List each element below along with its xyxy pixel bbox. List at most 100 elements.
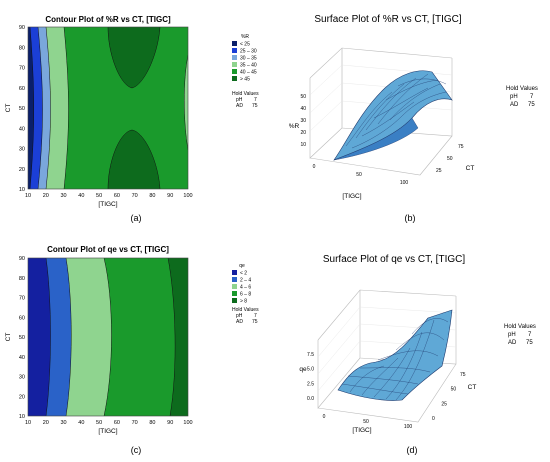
contour-a-hold-values: Hold Values pH 7 AD 75 — [232, 91, 259, 109]
x-tick-label: 20 — [43, 193, 49, 199]
contour-a-hold-title: Hold Values — [232, 91, 259, 97]
surface-b-hold-ph-name: pH — [510, 94, 518, 100]
legend-label: > 8 — [240, 299, 247, 305]
y-tick-label: 10 — [19, 414, 25, 420]
panel-a-title: Contour Plot of %R vs CT, [TIGC] — [45, 15, 171, 24]
surface-d-ylabel: CT — [468, 384, 477, 391]
x-tick-label: 50 — [96, 420, 102, 426]
contour-c-hold-ad-value: 75 — [252, 319, 258, 325]
z-tick-label: 7.5 — [307, 352, 314, 358]
legend-swatch — [232, 270, 237, 275]
contour-c-hold-values: Hold Values pH 7 AD 75 — [232, 307, 259, 325]
legend-swatch — [232, 277, 237, 282]
x-tick-label: 10 — [25, 193, 31, 199]
x-tick-label: 0 — [313, 164, 316, 170]
legend-swatch — [232, 291, 237, 296]
y-tick-label: 40 — [19, 355, 25, 361]
panel-b: Surface Plot of %R vs CT, [TIGC] — [289, 14, 538, 223]
contour-a-y-ticks: 10 20 30 40 50 60 70 80 90 — [19, 25, 25, 193]
legend-swatch — [232, 284, 237, 289]
legend-label: < 2 — [240, 271, 247, 277]
x-tick-label: 60 — [114, 193, 120, 199]
caption-d: (d) — [407, 445, 418, 455]
surface-d-hold-title: Hold Values — [504, 324, 536, 330]
contour-a-legend-title: %R — [241, 34, 249, 40]
legend-swatch — [232, 62, 237, 67]
surface-d-surface — [337, 309, 453, 401]
x-tick-label: 40 — [78, 420, 84, 426]
surface-d-zlabel: qe — [299, 366, 307, 373]
y-tick-label: 50 — [19, 106, 25, 112]
z-tick-label: 5.0 — [307, 367, 314, 373]
contour-c-ylabel: CT — [5, 333, 12, 342]
surface-b-zlabel: %R — [289, 123, 300, 130]
contour-a-hold-ph-name: pH — [236, 97, 243, 103]
z-tick-label: 10 — [300, 142, 306, 148]
contour-c-hold-title: Hold Values — [232, 307, 259, 313]
contour-a-hold-ad-value: 75 — [252, 103, 258, 109]
surface-b-xlabel: [TIGC] — [342, 193, 361, 200]
surface-d-hold-ad-value: 75 — [526, 340, 533, 346]
legend-label: 4 – 6 — [240, 285, 251, 291]
contour-a-hold-ph-value: 7 — [254, 97, 257, 103]
x-tick-label: 80 — [149, 420, 155, 426]
y-tick-label: 25 — [441, 401, 447, 407]
surface-b-x-ticks: 0 50 100 — [313, 164, 409, 186]
y-tick-label: 20 — [19, 394, 25, 400]
surface-d-z-ticks: 0.0 2.5 5.0 7.5 — [307, 352, 314, 402]
surface-d-hold-ph-value: 7 — [528, 332, 532, 338]
y-tick-label: 30 — [19, 147, 25, 153]
surface-d-y-ticks: 0 25 50 75 — [432, 372, 466, 422]
contour-c-x-ticks: 10 20 30 40 50 60 70 80 90 100 — [25, 420, 193, 426]
x-tick-label: 70 — [132, 193, 138, 199]
x-tick-label: 90 — [167, 193, 173, 199]
contour-c-legend-title: qe — [239, 263, 245, 269]
legend-label: 6 – 8 — [240, 292, 251, 298]
legend-swatch — [232, 69, 237, 74]
panel-b-title: Surface Plot of %R vs CT, [TIGC] — [314, 14, 461, 25]
z-tick-label: 30 — [300, 118, 306, 124]
legend-label: 2 – 4 — [240, 278, 251, 284]
x-tick-label: 30 — [60, 193, 66, 199]
caption-b: (b) — [405, 213, 416, 223]
surface-b-hold-ph-value: 7 — [530, 94, 534, 100]
x-tick-label: 100 — [400, 180, 409, 186]
z-tick-label: 0.0 — [307, 396, 314, 402]
y-tick-label: 50 — [451, 387, 457, 393]
y-tick-label: 70 — [19, 296, 25, 302]
contour-c-hold-ph-name: pH — [236, 313, 243, 319]
contour-c-band-lt2 — [28, 258, 51, 416]
contour-a-band-40-45 — [28, 27, 188, 189]
legend-label: 40 – 45 — [240, 70, 257, 76]
z-tick-label: 40 — [300, 106, 306, 112]
surface-b-hold-ad-name: AD — [510, 102, 519, 108]
contour-a — [28, 27, 188, 189]
y-tick-label: 75 — [458, 144, 464, 150]
y-tick-label: 10 — [19, 187, 25, 193]
contour-c — [28, 258, 188, 416]
x-tick-label: 50 — [356, 172, 362, 178]
surface-b-surface — [333, 70, 453, 161]
panel-a: Contour Plot of %R vs CT, [TIGC] 10 20 30 4… — [5, 15, 259, 223]
panel-d: Surface Plot of qe vs CT, [TIGC] — [299, 254, 536, 455]
legend-label: 35 – 40 — [240, 63, 257, 69]
x-tick-label: 100 — [183, 193, 192, 199]
y-tick-label: 40 — [19, 126, 25, 132]
y-tick-label: 0 — [432, 416, 435, 422]
z-tick-label: 2.5 — [307, 381, 314, 387]
surface-d-x-ticks: 0 50 100 — [323, 414, 413, 430]
y-tick-label: 50 — [447, 156, 453, 162]
contour-c-y-ticks: 10 20 30 40 50 60 70 80 90 — [19, 256, 25, 420]
surface-b-y-ticks: 25 50 75 — [436, 144, 464, 174]
x-tick-label: 30 — [60, 420, 66, 426]
caption-a: (a) — [131, 213, 142, 223]
x-tick-label: 100 — [404, 424, 413, 430]
legend-swatch — [232, 298, 237, 303]
legend-label: < 25 — [240, 42, 250, 48]
z-tick-label: 20 — [300, 130, 306, 136]
panel-c: Contour Plot of qe vs CT, [TIGC] 10 20 30 4… — [5, 245, 259, 455]
x-tick-label: 0 — [323, 414, 326, 420]
x-tick-label: 50 — [363, 419, 369, 425]
surface-d-hold-values: Hold Values pH 7 AD 75 — [504, 324, 536, 346]
